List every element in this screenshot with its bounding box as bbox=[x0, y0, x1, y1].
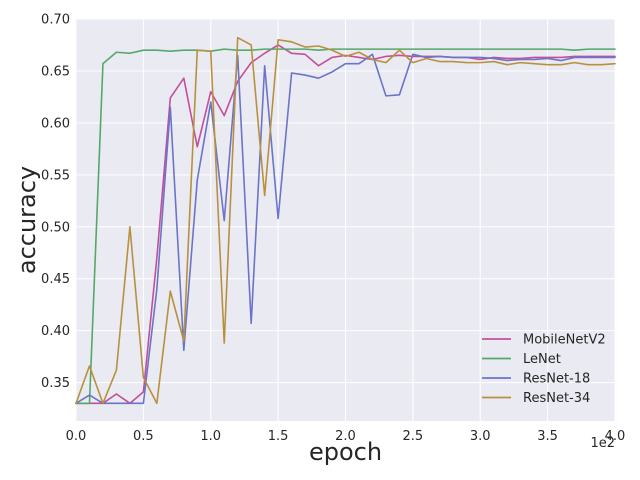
x-tick-labels: 0.0 0.5 1.0 1.5 2.0 2.5 3.0 3.5 4.0 bbox=[66, 429, 626, 444]
x-axis-label: epoch bbox=[309, 438, 382, 466]
series-lines bbox=[75, 36, 616, 405]
y-tick-label: 0.40 bbox=[41, 324, 70, 339]
y-tick-label: 0.65 bbox=[41, 64, 70, 79]
y-tick-label: 0.50 bbox=[41, 220, 70, 235]
legend-label: ResNet-34 bbox=[523, 391, 590, 406]
series-line-resnet-34 bbox=[75, 36, 616, 405]
x-tick-label: 3.5 bbox=[537, 429, 558, 444]
legend-label: LeNet bbox=[523, 352, 561, 367]
x-tick-label: 4.0 bbox=[605, 429, 626, 444]
legend: MobileNetV2 LeNet ResNet-18 ResNet-34 bbox=[482, 333, 606, 406]
x-tick-label: 3.0 bbox=[470, 429, 491, 444]
y-tick-label: 0.60 bbox=[41, 116, 70, 131]
x-offset-label: 1e2 bbox=[590, 436, 615, 451]
x-tick-label: 2.0 bbox=[335, 429, 356, 444]
series-line-mobilenetv2 bbox=[75, 44, 616, 405]
y-tick-label: 0.35 bbox=[41, 376, 70, 391]
y-tick-label: 0.45 bbox=[41, 272, 70, 287]
legend-label: ResNet-18 bbox=[523, 372, 590, 387]
grid-lines bbox=[75, 18, 616, 421]
y-tick-labels: 0.35 0.40 0.45 0.50 0.55 0.60 0.65 0.70 bbox=[41, 13, 70, 392]
series-line-lenet bbox=[75, 48, 616, 405]
legend-label: MobileNetV2 bbox=[523, 333, 606, 348]
x-tick-label: 2.5 bbox=[403, 429, 424, 444]
y-tick-label: 0.55 bbox=[41, 168, 70, 183]
x-tick-label: 1.5 bbox=[268, 429, 289, 444]
y-axis-label: accuracy bbox=[13, 166, 41, 274]
x-tick-label: 0.5 bbox=[133, 429, 154, 444]
x-tick-label: 1.0 bbox=[200, 429, 221, 444]
y-tick-label: 0.70 bbox=[41, 13, 70, 28]
x-tick-label: 0.0 bbox=[66, 429, 87, 444]
series-line-resnet-18 bbox=[75, 53, 616, 405]
